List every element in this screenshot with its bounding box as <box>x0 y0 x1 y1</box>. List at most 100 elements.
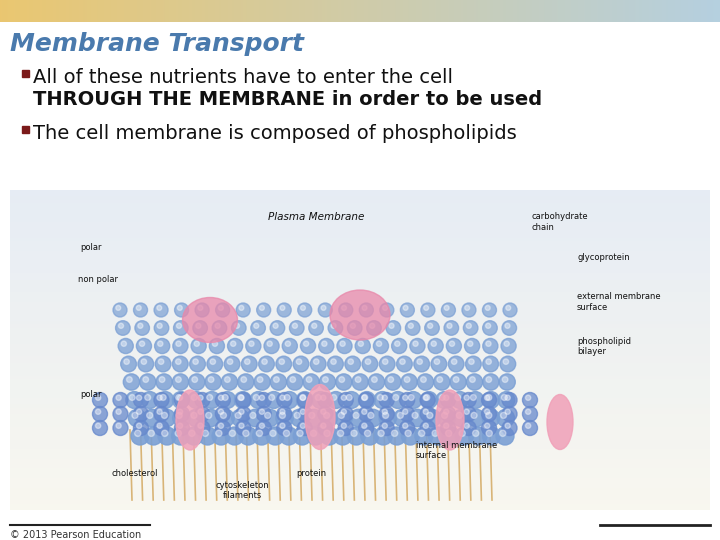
Circle shape <box>505 306 510 310</box>
Circle shape <box>368 413 374 418</box>
Circle shape <box>386 321 400 335</box>
Circle shape <box>198 306 203 310</box>
Circle shape <box>293 356 309 372</box>
Circle shape <box>318 303 332 317</box>
Circle shape <box>328 321 343 335</box>
Circle shape <box>225 427 243 445</box>
Circle shape <box>123 374 140 390</box>
Circle shape <box>318 407 333 422</box>
Circle shape <box>459 430 465 436</box>
Circle shape <box>191 339 206 354</box>
Circle shape <box>313 359 319 364</box>
Circle shape <box>503 359 508 364</box>
Circle shape <box>442 427 460 445</box>
Circle shape <box>136 306 141 310</box>
Circle shape <box>232 321 246 335</box>
Circle shape <box>284 395 290 401</box>
Circle shape <box>116 409 121 414</box>
Circle shape <box>355 339 370 354</box>
Circle shape <box>259 306 264 310</box>
Circle shape <box>133 303 148 317</box>
Circle shape <box>444 321 459 335</box>
Circle shape <box>137 409 142 414</box>
Circle shape <box>137 395 142 400</box>
Text: The cell membrane is composed of phospholipids: The cell membrane is composed of phospho… <box>33 124 517 143</box>
Circle shape <box>126 392 143 408</box>
Circle shape <box>243 430 249 436</box>
Circle shape <box>172 374 189 390</box>
Circle shape <box>195 407 210 422</box>
Circle shape <box>318 393 333 408</box>
Circle shape <box>222 395 228 401</box>
Circle shape <box>253 323 258 328</box>
Circle shape <box>172 356 188 372</box>
Bar <box>22 70 29 77</box>
Circle shape <box>238 395 243 401</box>
Circle shape <box>300 395 305 400</box>
Circle shape <box>351 430 357 436</box>
Circle shape <box>127 377 132 382</box>
Circle shape <box>358 341 364 346</box>
Circle shape <box>345 356 361 372</box>
Circle shape <box>338 393 354 408</box>
Circle shape <box>141 392 158 408</box>
Circle shape <box>441 393 456 408</box>
Circle shape <box>503 303 517 317</box>
Circle shape <box>195 303 209 317</box>
Circle shape <box>143 409 161 427</box>
Circle shape <box>245 359 250 364</box>
Circle shape <box>157 306 162 310</box>
Circle shape <box>195 393 210 408</box>
Circle shape <box>351 323 356 328</box>
Circle shape <box>280 306 285 310</box>
Circle shape <box>369 374 384 390</box>
Circle shape <box>415 427 433 445</box>
Circle shape <box>229 430 235 436</box>
Circle shape <box>297 392 313 408</box>
Circle shape <box>261 409 279 427</box>
Circle shape <box>498 392 515 408</box>
Circle shape <box>174 303 189 317</box>
Circle shape <box>207 356 222 372</box>
Circle shape <box>464 306 469 310</box>
Circle shape <box>207 395 212 401</box>
Circle shape <box>431 356 446 372</box>
Circle shape <box>388 427 406 445</box>
Circle shape <box>421 303 435 317</box>
Circle shape <box>482 392 500 408</box>
Circle shape <box>177 423 183 428</box>
Circle shape <box>176 359 181 364</box>
Circle shape <box>374 339 389 354</box>
Circle shape <box>402 423 408 428</box>
Text: THROUGH THE MEMBRANE in order to be used: THROUGH THE MEMBRANE in order to be used <box>33 90 542 109</box>
Text: polar: polar <box>80 390 102 399</box>
Circle shape <box>350 409 367 427</box>
Circle shape <box>379 356 395 372</box>
Circle shape <box>157 395 162 400</box>
Circle shape <box>159 377 165 382</box>
Circle shape <box>246 409 264 427</box>
Text: non polar: non polar <box>78 275 118 284</box>
Circle shape <box>176 395 181 401</box>
Circle shape <box>113 393 128 408</box>
Circle shape <box>374 427 392 445</box>
Circle shape <box>382 409 387 414</box>
Circle shape <box>283 430 289 436</box>
Circle shape <box>382 359 388 364</box>
Circle shape <box>92 421 107 435</box>
Circle shape <box>444 409 449 414</box>
Circle shape <box>501 395 508 401</box>
Circle shape <box>176 413 182 418</box>
Circle shape <box>235 392 251 408</box>
Circle shape <box>158 427 176 445</box>
Circle shape <box>444 423 449 428</box>
Circle shape <box>423 423 428 428</box>
Circle shape <box>254 374 270 390</box>
Circle shape <box>141 359 147 364</box>
Circle shape <box>210 359 215 364</box>
Circle shape <box>377 341 382 346</box>
Circle shape <box>382 423 387 428</box>
Circle shape <box>320 427 338 445</box>
Circle shape <box>447 323 452 328</box>
Circle shape <box>485 423 490 428</box>
